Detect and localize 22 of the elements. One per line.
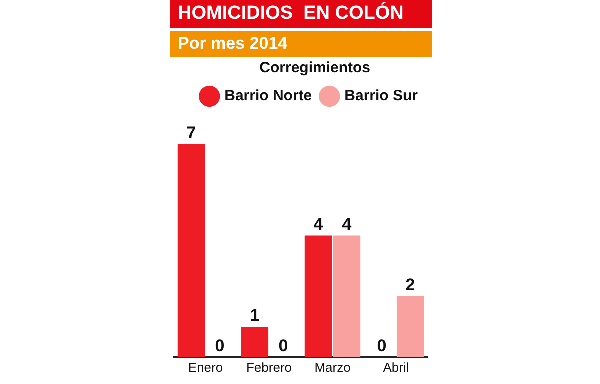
data-label: 0 xyxy=(377,336,387,356)
x-tick-label: Abril xyxy=(383,360,410,375)
data-label: 0 xyxy=(215,336,225,356)
data-label: 7 xyxy=(186,124,196,143)
bar xyxy=(304,236,332,358)
x-tick-label: Marzo xyxy=(314,360,351,375)
bar xyxy=(396,296,424,358)
bar xyxy=(241,326,269,358)
data-label: 0 xyxy=(278,336,288,356)
data-label: 1 xyxy=(250,306,260,326)
chart-title: HOMICIDIOS EN COLÓN xyxy=(170,0,432,28)
legend-title: Corregimientos xyxy=(260,60,370,77)
x-tick-label: Enero xyxy=(188,360,224,375)
data-label: 4 xyxy=(342,214,352,234)
data-label: 2 xyxy=(406,276,416,295)
bar xyxy=(178,144,206,358)
data-label: 4 xyxy=(314,214,324,234)
bar xyxy=(333,236,361,358)
legend-label: Barrio Sur xyxy=(344,88,418,105)
chart-subtitle: Por mes 2014 xyxy=(170,31,432,57)
legend-label: Barrio Norte xyxy=(224,88,312,105)
x-tick-label: Febrero xyxy=(246,360,292,375)
